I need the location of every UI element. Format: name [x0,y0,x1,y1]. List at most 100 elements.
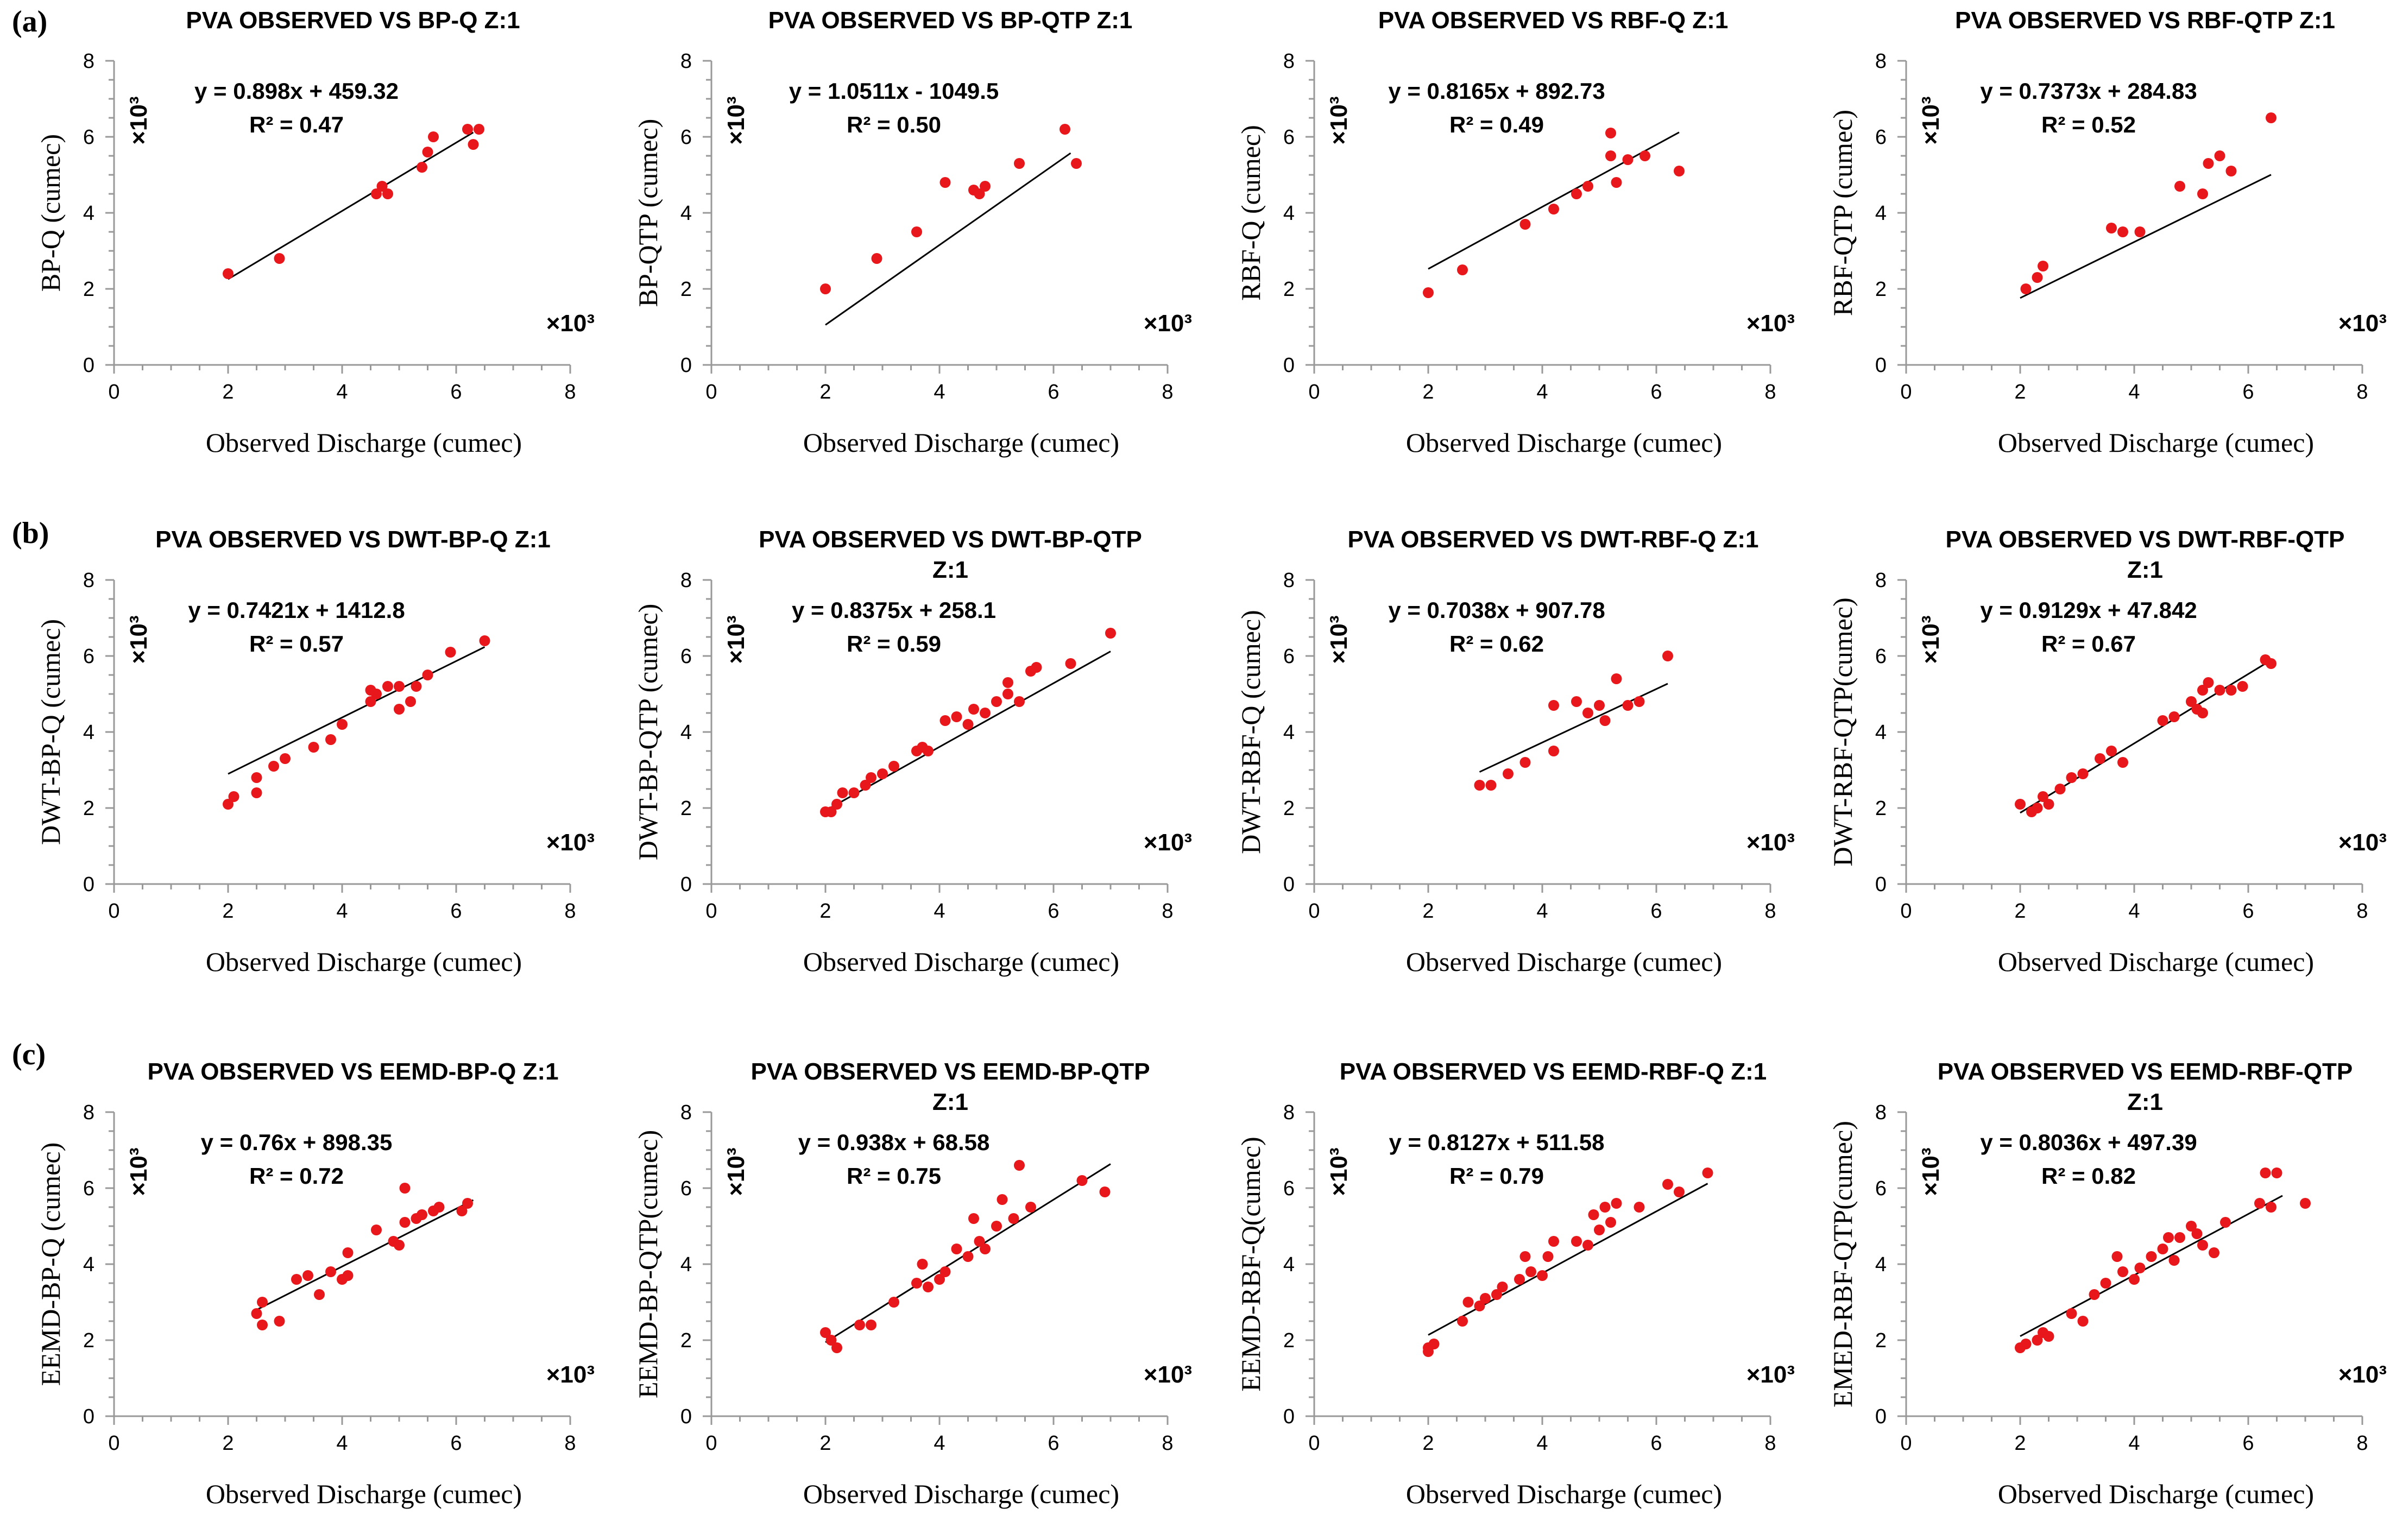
data-point [2095,753,2105,764]
data-point [1457,1316,1468,1327]
x-tick-label: 8 [1162,381,1173,403]
data-point [1594,1225,1605,1235]
data-point [911,1278,922,1289]
x-tick-label: 4 [934,381,945,403]
y-tick-label: 6 [1283,1177,1295,1200]
data-point [1634,1202,1645,1213]
x-tick-label: 0 [1308,900,1320,923]
data-point [223,799,234,810]
data-point [2186,1221,2197,1232]
y-tick-label: 8 [1283,50,1295,73]
data-point [2174,1232,2185,1243]
data-point [854,1320,865,1330]
x-tick-label: 0 [108,900,119,923]
x-tick-label: 6 [450,381,462,403]
y-axis-label: BP-QTP (cumec) [633,119,663,307]
x-tick-label: 2 [222,900,234,923]
data-point [825,1335,837,1346]
data-point [2111,1251,2123,1262]
y-tick-label: 0 [1283,1405,1295,1428]
data-point [2129,1274,2140,1285]
x-tick-label: 2 [1422,900,1434,923]
y-tick-label: 0 [83,873,94,896]
data-point [1503,768,1514,779]
data-point [2032,1335,2043,1346]
x-tick-label: 6 [1048,900,1059,923]
subplot-4: PVA OBSERVED VS RBF-QTP Z:1 0 2 4 6 8 0 2 4 6 8 ×10… [1827,7,2387,458]
data-point [2106,223,2117,233]
x-tick-label: 6 [1650,381,1662,403]
chart-title: PVA OBSERVED VS DWT-RBF-Q Z:1 [1347,526,1758,553]
data-point [2089,1289,2100,1300]
data-point [2260,1167,2271,1178]
y-axis-label: EEMD-BP-QTP(cumec) [633,1130,663,1398]
data-point [2117,1266,2128,1277]
data-point [2214,685,2225,696]
trend-equation: y = 0.8375x + 258.1 [792,597,996,623]
y-tick-label: 0 [1283,873,1295,896]
data-point [1582,1240,1593,1251]
data-point [1031,662,1042,673]
data-point [997,1194,1008,1205]
data-point [2117,226,2128,237]
data-point [2163,1232,2174,1243]
y-tick-label: 8 [83,1101,94,1124]
data-point [980,1244,991,1254]
data-point [1571,188,1582,199]
data-point [1491,1289,1502,1300]
data-point [382,188,393,199]
data-point [866,772,876,783]
y-tick-label: 2 [83,797,94,820]
data-point [291,1274,302,1285]
y-tick-label: 0 [680,873,692,896]
data-point [1599,1202,1611,1213]
data-point [2197,685,2208,696]
y-tick-label: 6 [1283,645,1295,668]
data-point [422,147,433,157]
data-point [2300,1198,2311,1209]
data-point [405,696,416,707]
x-axis-label: Observed Discharge (cumec) [803,946,1119,977]
x-tick-label: 8 [2356,1432,2368,1455]
data-point [820,1327,831,1338]
y-tick-label: 4 [1283,1253,1295,1276]
data-point [479,635,490,646]
x-tick-label: 2 [2014,381,2026,403]
data-point [2157,1244,2168,1254]
y-tick-label: 6 [83,645,94,668]
data-point [223,268,234,279]
x-tick-label: 2 [819,381,831,403]
data-point [2077,1316,2089,1327]
x-tick-label: 6 [450,900,462,923]
data-point [314,1289,325,1300]
data-point [939,1266,951,1277]
data-point [1611,673,1622,684]
data-point [1611,177,1622,188]
x-axis-label: Observed Discharge (cumec) [803,1479,1119,1509]
y-axis-label: RBF-Q (cumec) [1235,125,1266,301]
x-tick-label: 4 [934,900,945,923]
data-point [1582,708,1593,718]
data-point [1480,1293,1491,1304]
chart-title: Z:1 [2127,557,2163,583]
y-tick-label: 0 [1875,354,1887,377]
data-point [1588,1209,1599,1220]
data-point [1662,651,1673,661]
data-point [342,1247,354,1258]
data-point [325,734,336,745]
y-tick-label: 6 [1875,126,1887,149]
x-tick-label: 8 [2356,381,2368,403]
data-point [831,799,842,810]
data-point [251,1308,262,1319]
x-multiplier: ×10³ [546,310,595,337]
data-point [468,139,479,150]
y-multiplier: ×10³ [723,1147,749,1196]
x-tick-label: 4 [2128,381,2140,403]
data-point [1014,696,1025,707]
y-multiplier: ×10³ [1918,615,1944,664]
data-point [871,253,882,264]
data-point [280,753,291,764]
y-tick-label: 2 [1875,797,1887,820]
y-axis-label: DWT-RBF-Q (cumec) [1235,610,1266,854]
data-point [2043,799,2054,810]
